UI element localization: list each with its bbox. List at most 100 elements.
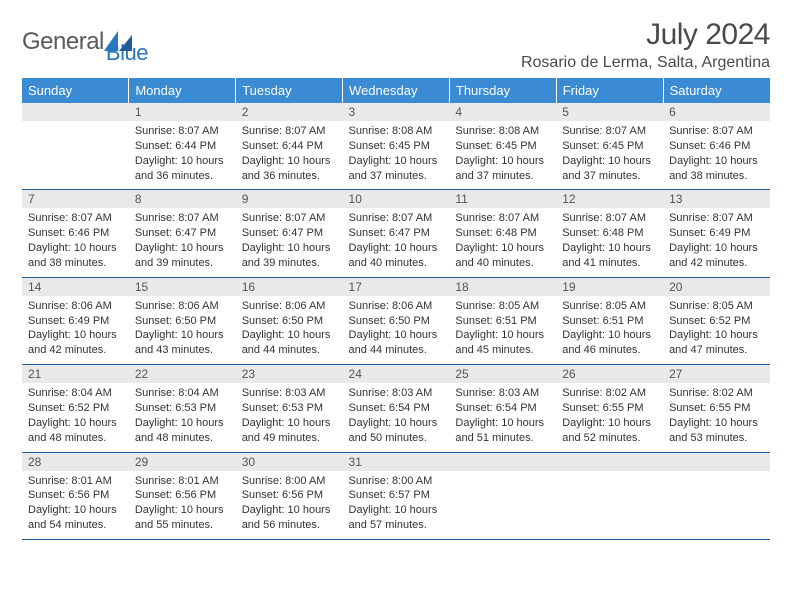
- day-cell: Sunrise: 8:02 AMSunset: 6:55 PMDaylight:…: [556, 383, 663, 452]
- day-number: 21: [22, 365, 129, 384]
- daylight-text: Daylight: 10 hours and 48 minutes.: [135, 416, 230, 446]
- day-cell: [449, 471, 556, 540]
- sunset-text: Sunset: 6:47 PM: [349, 226, 444, 241]
- day-cell: Sunrise: 8:07 AMSunset: 6:47 PMDaylight:…: [236, 208, 343, 277]
- weekday-header-row: Sunday Monday Tuesday Wednesday Thursday…: [22, 78, 770, 103]
- day-number: 6: [663, 103, 770, 121]
- sunset-text: Sunset: 6:51 PM: [562, 314, 657, 329]
- sunset-text: Sunset: 6:53 PM: [242, 401, 337, 416]
- day-number: [22, 103, 129, 121]
- sunrise-text: Sunrise: 8:05 AM: [455, 299, 550, 314]
- day-number: 8: [129, 190, 236, 209]
- sunrise-text: Sunrise: 8:06 AM: [242, 299, 337, 314]
- day-number: 31: [343, 452, 450, 471]
- sunrise-text: Sunrise: 8:07 AM: [669, 124, 764, 139]
- sunset-text: Sunset: 6:57 PM: [349, 488, 444, 503]
- day-cell: Sunrise: 8:07 AMSunset: 6:48 PMDaylight:…: [556, 208, 663, 277]
- day-cell: Sunrise: 8:00 AMSunset: 6:57 PMDaylight:…: [343, 471, 450, 540]
- sunrise-text: Sunrise: 8:06 AM: [28, 299, 123, 314]
- day-number-row: 78910111213: [22, 190, 770, 209]
- sunrise-text: Sunrise: 8:07 AM: [135, 124, 230, 139]
- sunrise-text: Sunrise: 8:04 AM: [28, 386, 123, 401]
- sunset-text: Sunset: 6:49 PM: [28, 314, 123, 329]
- day-number-row: 14151617181920: [22, 277, 770, 296]
- day-number-row: 21222324252627: [22, 365, 770, 384]
- sunset-text: Sunset: 6:47 PM: [242, 226, 337, 241]
- day-cell: Sunrise: 8:01 AMSunset: 6:56 PMDaylight:…: [129, 471, 236, 540]
- day-number: 4: [449, 103, 556, 121]
- brand-logo: General Blue: [22, 18, 148, 66]
- day-cell: [22, 121, 129, 190]
- daylight-text: Daylight: 10 hours and 37 minutes.: [455, 154, 550, 184]
- daylight-text: Daylight: 10 hours and 47 minutes.: [669, 328, 764, 358]
- day-cell: Sunrise: 8:06 AMSunset: 6:50 PMDaylight:…: [129, 296, 236, 365]
- brand-part1: General: [22, 28, 104, 56]
- sunrise-text: Sunrise: 8:00 AM: [242, 474, 337, 489]
- sunrise-text: Sunrise: 8:03 AM: [242, 386, 337, 401]
- weekday-header: Monday: [129, 78, 236, 103]
- daylight-text: Daylight: 10 hours and 42 minutes.: [669, 241, 764, 271]
- sunrise-text: Sunrise: 8:00 AM: [349, 474, 444, 489]
- day-number: 27: [663, 365, 770, 384]
- sunrise-text: Sunrise: 8:05 AM: [562, 299, 657, 314]
- sunset-text: Sunset: 6:50 PM: [349, 314, 444, 329]
- day-number: 3: [343, 103, 450, 121]
- sunrise-text: Sunrise: 8:07 AM: [242, 124, 337, 139]
- day-content-row: Sunrise: 8:07 AMSunset: 6:44 PMDaylight:…: [22, 121, 770, 190]
- day-cell: Sunrise: 8:06 AMSunset: 6:50 PMDaylight:…: [343, 296, 450, 365]
- calendar-table: Sunday Monday Tuesday Wednesday Thursday…: [22, 78, 770, 540]
- sunset-text: Sunset: 6:53 PM: [135, 401, 230, 416]
- daylight-text: Daylight: 10 hours and 50 minutes.: [349, 416, 444, 446]
- sunrise-text: Sunrise: 8:08 AM: [349, 124, 444, 139]
- day-number: 22: [129, 365, 236, 384]
- daylight-text: Daylight: 10 hours and 43 minutes.: [135, 328, 230, 358]
- day-number: 18: [449, 277, 556, 296]
- daylight-text: Daylight: 10 hours and 42 minutes.: [28, 328, 123, 358]
- sunset-text: Sunset: 6:55 PM: [562, 401, 657, 416]
- sunrise-text: Sunrise: 8:06 AM: [135, 299, 230, 314]
- day-cell: Sunrise: 8:07 AMSunset: 6:46 PMDaylight:…: [663, 121, 770, 190]
- sunrise-text: Sunrise: 8:07 AM: [455, 211, 550, 226]
- sunset-text: Sunset: 6:48 PM: [455, 226, 550, 241]
- day-cell: [663, 471, 770, 540]
- daylight-text: Daylight: 10 hours and 55 minutes.: [135, 503, 230, 533]
- day-cell: Sunrise: 8:07 AMSunset: 6:47 PMDaylight:…: [343, 208, 450, 277]
- sunset-text: Sunset: 6:50 PM: [135, 314, 230, 329]
- daylight-text: Daylight: 10 hours and 46 minutes.: [562, 328, 657, 358]
- month-title: July 2024: [521, 18, 770, 52]
- day-number: 2: [236, 103, 343, 121]
- weekday-header: Tuesday: [236, 78, 343, 103]
- day-cell: Sunrise: 8:06 AMSunset: 6:49 PMDaylight:…: [22, 296, 129, 365]
- day-number: 7: [22, 190, 129, 209]
- day-number: 29: [129, 452, 236, 471]
- daylight-text: Daylight: 10 hours and 48 minutes.: [28, 416, 123, 446]
- day-number: 30: [236, 452, 343, 471]
- day-content-row: Sunrise: 8:04 AMSunset: 6:52 PMDaylight:…: [22, 383, 770, 452]
- day-content-row: Sunrise: 8:07 AMSunset: 6:46 PMDaylight:…: [22, 208, 770, 277]
- day-number: [663, 452, 770, 471]
- day-cell: Sunrise: 8:02 AMSunset: 6:55 PMDaylight:…: [663, 383, 770, 452]
- sunrise-text: Sunrise: 8:01 AM: [135, 474, 230, 489]
- day-number-row: 28293031: [22, 452, 770, 471]
- weekday-header: Friday: [556, 78, 663, 103]
- daylight-text: Daylight: 10 hours and 36 minutes.: [242, 154, 337, 184]
- sunrise-text: Sunrise: 8:07 AM: [349, 211, 444, 226]
- day-number-row: 123456: [22, 103, 770, 121]
- day-cell: Sunrise: 8:04 AMSunset: 6:53 PMDaylight:…: [129, 383, 236, 452]
- day-number: 10: [343, 190, 450, 209]
- day-cell: Sunrise: 8:07 AMSunset: 6:45 PMDaylight:…: [556, 121, 663, 190]
- sunset-text: Sunset: 6:54 PM: [455, 401, 550, 416]
- sunset-text: Sunset: 6:44 PM: [242, 139, 337, 154]
- sunset-text: Sunset: 6:52 PM: [28, 401, 123, 416]
- day-cell: Sunrise: 8:06 AMSunset: 6:50 PMDaylight:…: [236, 296, 343, 365]
- daylight-text: Daylight: 10 hours and 56 minutes.: [242, 503, 337, 533]
- daylight-text: Daylight: 10 hours and 39 minutes.: [242, 241, 337, 271]
- daylight-text: Daylight: 10 hours and 36 minutes.: [135, 154, 230, 184]
- day-cell: Sunrise: 8:08 AMSunset: 6:45 PMDaylight:…: [449, 121, 556, 190]
- sunrise-text: Sunrise: 8:02 AM: [562, 386, 657, 401]
- daylight-text: Daylight: 10 hours and 38 minutes.: [669, 154, 764, 184]
- day-content-row: Sunrise: 8:01 AMSunset: 6:56 PMDaylight:…: [22, 471, 770, 540]
- day-cell: Sunrise: 8:07 AMSunset: 6:46 PMDaylight:…: [22, 208, 129, 277]
- day-cell: Sunrise: 8:03 AMSunset: 6:54 PMDaylight:…: [449, 383, 556, 452]
- sunrise-text: Sunrise: 8:05 AM: [669, 299, 764, 314]
